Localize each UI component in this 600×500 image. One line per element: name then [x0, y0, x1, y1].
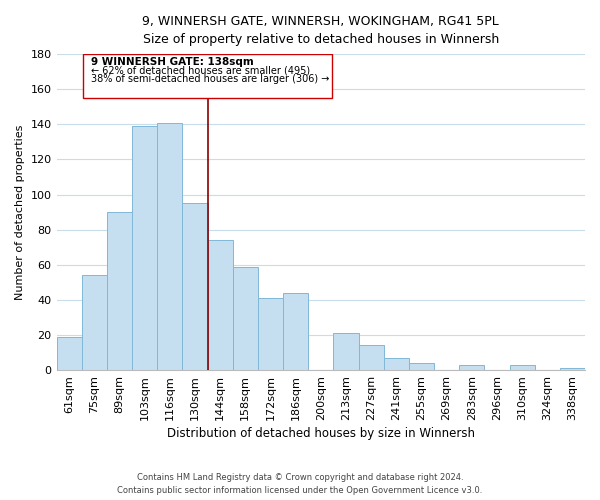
Bar	[283, 293, 308, 370]
Bar	[233, 266, 258, 370]
Bar	[459, 365, 484, 370]
Bar	[83, 54, 332, 98]
Bar	[359, 346, 383, 370]
Bar	[334, 333, 359, 370]
Text: 38% of semi-detached houses are larger (306) →: 38% of semi-detached houses are larger (…	[91, 74, 329, 85]
Bar	[509, 365, 535, 370]
Bar	[56, 336, 82, 370]
Title: 9, WINNERSH GATE, WINNERSH, WOKINGHAM, RG41 5PL
Size of property relative to det: 9, WINNERSH GATE, WINNERSH, WOKINGHAM, R…	[142, 15, 499, 46]
Bar	[107, 212, 132, 370]
Y-axis label: Number of detached properties: Number of detached properties	[15, 124, 25, 300]
Bar	[208, 240, 233, 370]
Bar	[82, 276, 107, 370]
Bar	[560, 368, 585, 370]
Bar	[157, 122, 182, 370]
X-axis label: Distribution of detached houses by size in Winnersh: Distribution of detached houses by size …	[167, 427, 475, 440]
Bar	[409, 363, 434, 370]
Text: ← 62% of detached houses are smaller (495): ← 62% of detached houses are smaller (49…	[91, 66, 310, 76]
Text: Contains HM Land Registry data © Crown copyright and database right 2024.
Contai: Contains HM Land Registry data © Crown c…	[118, 474, 482, 495]
Bar	[132, 126, 157, 370]
Text: 9 WINNERSH GATE: 138sqm: 9 WINNERSH GATE: 138sqm	[91, 56, 253, 66]
Bar	[383, 358, 409, 370]
Bar	[182, 204, 208, 370]
Bar	[258, 298, 283, 370]
